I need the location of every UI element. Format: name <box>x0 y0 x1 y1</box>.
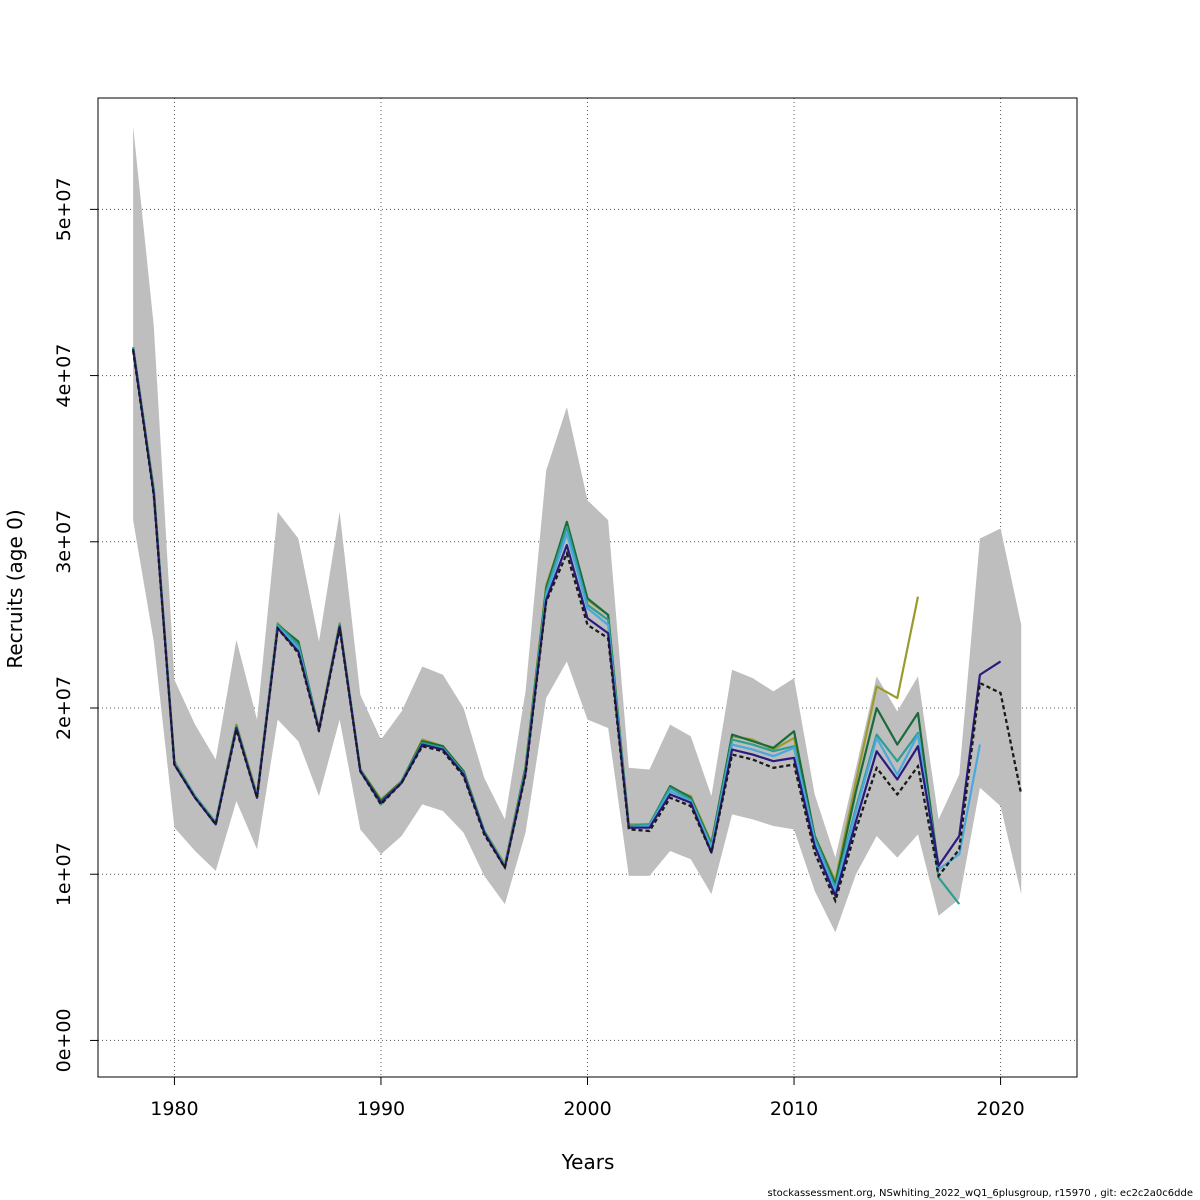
series-lines-layer <box>132 347 1023 905</box>
y-axis: 0e+00 1e+07 2e+07 3e+07 4e+07 5e+07 <box>53 177 98 1072</box>
confidence-band-layer <box>133 126 1022 933</box>
y-tick-label-5: 5e+07 <box>53 177 75 241</box>
y-tick-label-2: 2e+07 <box>53 676 75 740</box>
x-tick-label-4: 2020 <box>976 1098 1024 1120</box>
x-tick-label-3: 2010 <box>770 1098 818 1120</box>
x-axis: 1980 1990 2000 2010 2020 <box>150 1077 1025 1120</box>
series-line-0-overlay <box>132 350 1023 904</box>
x-axis-title: Years <box>561 1150 615 1174</box>
footer-source: stockassessment.org, NSwhiting_2022_wQ1_… <box>767 1188 1193 1199</box>
y-tick-label-1: 1e+07 <box>53 842 75 906</box>
y-tick-label-0: 0e+00 <box>53 1008 75 1072</box>
y-axis-title: Recruits (age 0) <box>3 509 27 668</box>
y-tick-label-4: 4e+07 <box>53 344 75 408</box>
x-tick-label-0: 1980 <box>150 1098 198 1120</box>
x-tick-label-1: 1990 <box>357 1098 405 1120</box>
x-tick-label-2: 2000 <box>563 1098 611 1120</box>
y-tick-label-3: 3e+07 <box>53 510 75 574</box>
confidence-band <box>133 126 1022 933</box>
